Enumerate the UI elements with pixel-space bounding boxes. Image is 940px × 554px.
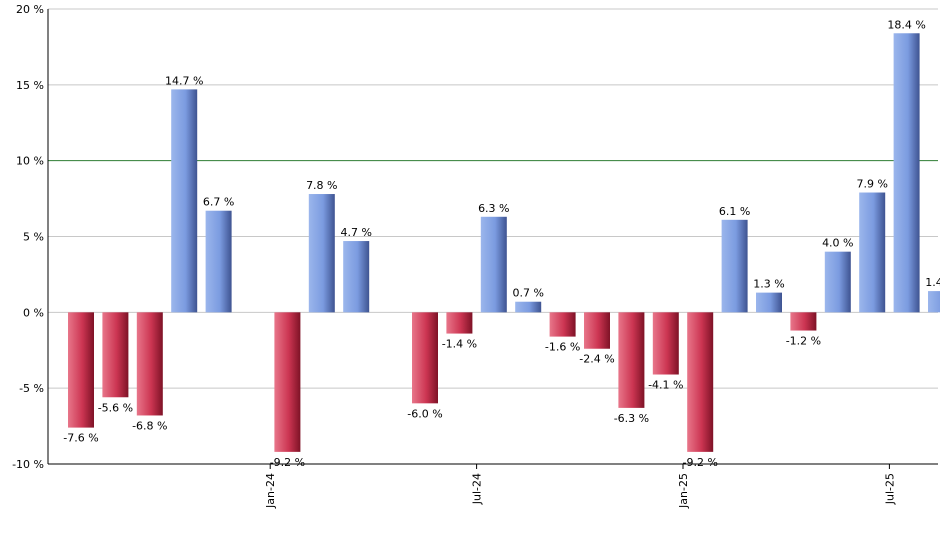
labels-layer: -7.6 % -5.6 % -6.8 % 14.7 % 6.7 % -9.2 % 7.8 %… (63, 18, 940, 469)
bar (928, 291, 940, 313)
bar (549, 312, 576, 337)
y-tick-label: 0 % (23, 306, 44, 319)
data-label: 7.9 % (856, 178, 887, 191)
data-label: 6.7 % (203, 196, 234, 209)
bar (721, 219, 748, 313)
bars-layer (68, 33, 940, 452)
y-tick-label: 5 % (23, 231, 44, 244)
bar (756, 292, 782, 313)
data-label: -1.6 % (545, 341, 580, 354)
data-label: 4.7 % (340, 226, 371, 239)
data-label: -6.8 % (132, 419, 167, 432)
data-label: 0.7 % (512, 287, 543, 300)
y-tick-label: -10 % (12, 458, 44, 471)
bar (343, 241, 370, 313)
bar (584, 312, 610, 349)
bar (515, 301, 542, 313)
bar (308, 194, 335, 313)
data-label: 6.1 % (719, 205, 750, 218)
y-tick-label: 20 % (16, 3, 44, 16)
bar (618, 312, 645, 408)
bar (446, 312, 473, 334)
data-label: -4.1 % (648, 379, 683, 392)
data-label: 4.0 % (822, 237, 853, 250)
x-tick-label: Jul-24 (471, 473, 484, 505)
bar (136, 312, 163, 416)
bar (412, 312, 438, 404)
x-tick-label: Jan-25 (677, 473, 690, 509)
data-label: -9.2 % (682, 456, 717, 469)
data-label: -1.2 % (786, 335, 821, 348)
data-label: -9.2 % (270, 456, 305, 469)
bar (205, 210, 232, 313)
data-label: 14.7 % (165, 74, 203, 87)
data-label: 7.8 % (306, 179, 337, 192)
data-label: 1.3 % (753, 278, 784, 291)
bar (171, 89, 198, 313)
data-label: 1.4 % (925, 276, 940, 289)
bar (893, 33, 920, 313)
bar (274, 312, 301, 452)
data-label: 18.4 % (887, 18, 925, 31)
bar (687, 312, 714, 452)
bar (790, 312, 817, 331)
data-label: -2.4 % (579, 353, 614, 366)
data-label: -6.0 % (407, 407, 442, 420)
bar (102, 312, 129, 398)
bar (859, 192, 886, 313)
data-label: -5.6 % (98, 401, 133, 414)
y-tick-label: -5 % (19, 382, 44, 395)
bar (68, 312, 94, 428)
x-tick-label: Jul-25 (883, 473, 896, 505)
bar (824, 251, 851, 313)
data-label: -6.3 % (614, 412, 649, 425)
data-label: 6.3 % (478, 202, 509, 215)
data-label: -7.6 % (63, 432, 98, 445)
data-label: -1.4 % (442, 338, 477, 351)
bar (652, 312, 679, 375)
y-tick-label: 10 % (16, 155, 44, 168)
y-tick-label: 15 % (16, 79, 44, 92)
axis-layer: 20 % 15 % 10 % 5 % 0 % -5 % -10 % Jan-24 Jul-24 J… (12, 3, 938, 509)
x-tick-label: Jan-24 (264, 473, 277, 509)
bar (480, 216, 507, 313)
